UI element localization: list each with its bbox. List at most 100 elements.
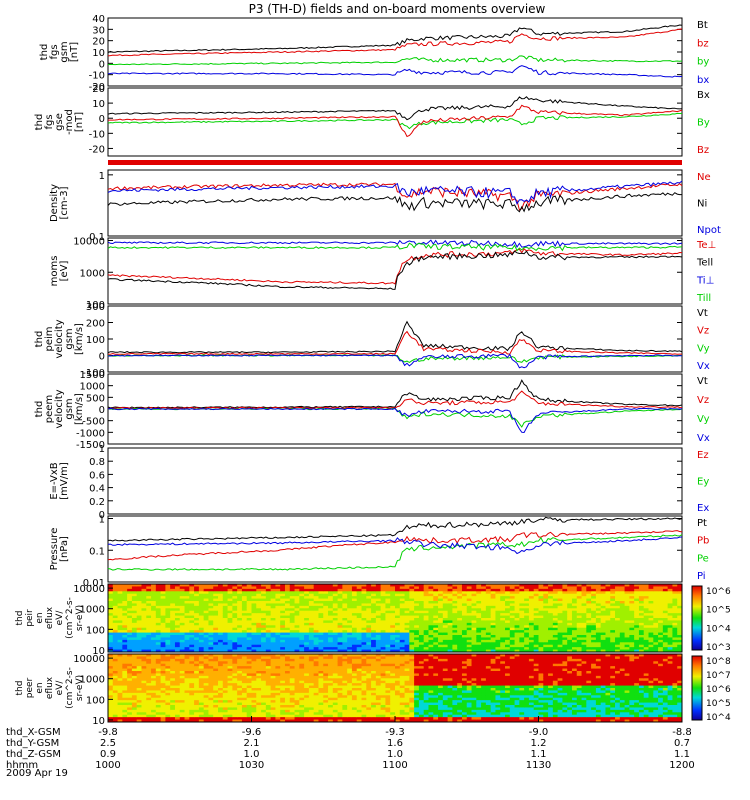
spectrogram-cell <box>174 685 181 689</box>
spectrogram-cell <box>351 591 358 595</box>
spectrogram-cell <box>395 598 401 602</box>
spectrogram-cell <box>241 620 248 624</box>
spectrogram-cell <box>505 588 511 592</box>
spectrogram-cell <box>399 615 406 619</box>
spectrogram-cell <box>184 675 190 679</box>
spectrogram-cell <box>256 673 262 677</box>
spectrogram-cell <box>337 608 343 612</box>
spectrogram-cell <box>385 618 391 621</box>
spectrogram-cell <box>519 613 525 617</box>
spectrogram-cell <box>261 644 267 648</box>
spectrogram-cell <box>151 610 157 614</box>
spectrogram-cell <box>122 635 128 638</box>
spectrogram-cell <box>313 688 319 691</box>
y-axis-label: thd <box>34 331 45 348</box>
spectrogram-cell <box>189 644 195 648</box>
spectrogram-cell <box>275 639 281 643</box>
spectrogram-cell <box>117 714 123 718</box>
spectrogram-cell <box>658 610 664 614</box>
spectrogram-cell <box>294 656 300 660</box>
y-tick-label: 0 <box>99 352 105 363</box>
spectrogram-cell <box>294 654 300 657</box>
spectrogram-cell <box>304 673 310 677</box>
spectrogram-cell <box>155 714 162 718</box>
spectrogram-cell <box>318 586 324 590</box>
spectrogram-cell <box>270 620 276 624</box>
y-tick-label: -10 <box>89 129 105 140</box>
spectrogram-cell <box>605 644 611 648</box>
spectrogram-cell <box>218 683 224 687</box>
spectrogram-cell <box>127 700 133 704</box>
spectrogram-cell <box>227 709 233 713</box>
spectrogram-cell <box>151 603 157 607</box>
spectrogram-cell <box>203 613 209 617</box>
spectrogram-cell <box>237 680 243 684</box>
spectrogram-cell <box>261 620 267 624</box>
spectrogram-cell <box>643 615 650 619</box>
spectrogram-cell <box>112 613 119 617</box>
spectrogram-cell <box>270 586 276 590</box>
spectrogram-cell <box>189 601 195 604</box>
spectrogram-cell <box>184 673 190 677</box>
spectrogram-cell <box>308 644 315 648</box>
spectrogram-cell <box>246 719 252 723</box>
spectrogram-cell <box>275 675 281 679</box>
spectrogram-cell <box>318 637 324 641</box>
spectrogram-cell <box>490 603 496 607</box>
spectrogram-cell <box>275 685 281 689</box>
spectrogram-cell <box>208 714 214 718</box>
spectrogram-cell <box>342 615 348 619</box>
spectrogram-cell <box>232 714 238 718</box>
spectrogram-cell <box>304 700 310 704</box>
spectrogram-cell <box>136 697 142 701</box>
spectrogram-cell <box>414 630 420 634</box>
spectrogram-cell <box>146 649 152 653</box>
spectrogram-cell <box>280 620 286 624</box>
spectrogram-cell <box>136 690 142 694</box>
spectrogram-cell <box>557 584 563 587</box>
spectrogram-cell <box>256 647 262 651</box>
spectrogram-cell <box>509 586 516 590</box>
spectrogram-cell <box>270 663 276 667</box>
spectrogram-cell <box>514 591 520 595</box>
spectrogram-cell <box>198 661 205 665</box>
spectrogram-cell <box>576 596 583 600</box>
spectrogram-cell <box>174 690 181 694</box>
spectrogram-cell <box>208 658 214 662</box>
spectrogram-cell <box>323 642 329 646</box>
spectrogram-cell <box>275 658 281 662</box>
spectrogram-cell <box>275 714 281 718</box>
spectrogram-cell <box>490 639 496 643</box>
spectrogram-cell <box>155 591 162 595</box>
spectrogram-cell <box>237 697 243 701</box>
spectrogram-cell <box>653 591 659 595</box>
spectrogram-cell <box>548 608 554 612</box>
spectrogram-cell <box>395 625 401 629</box>
spectrogram-cell <box>615 627 621 631</box>
spectrogram-cell <box>485 588 492 592</box>
spectrogram-cell <box>524 637 530 641</box>
spectrogram-cell <box>548 630 554 634</box>
spectrogram-cell <box>131 647 138 651</box>
spectrogram-cell <box>280 705 286 708</box>
spectrogram-cell <box>232 668 238 672</box>
spectrogram-cell <box>476 603 482 607</box>
spectrogram-cell <box>442 613 449 617</box>
spectrogram-cell <box>371 639 377 643</box>
spectrogram-cell <box>308 625 315 629</box>
spectrogram-cell <box>323 598 329 602</box>
spectrogram-cell <box>141 697 147 701</box>
spectrogram-cell <box>347 642 353 646</box>
spectrogram-cell <box>648 637 654 641</box>
spectrogram-cell <box>495 605 501 609</box>
spectrogram-cell <box>466 620 473 624</box>
spectrogram-cell <box>662 610 669 614</box>
spectrogram-cell <box>313 700 319 704</box>
spectrogram-cell <box>595 627 602 631</box>
spectrogram-cell <box>677 642 683 646</box>
spectrogram-cell <box>227 627 233 631</box>
spectrogram-cell <box>624 618 630 621</box>
spectrogram-cell <box>461 601 468 604</box>
spectrogram-cell <box>409 630 415 634</box>
spectrogram-cell <box>356 627 363 631</box>
